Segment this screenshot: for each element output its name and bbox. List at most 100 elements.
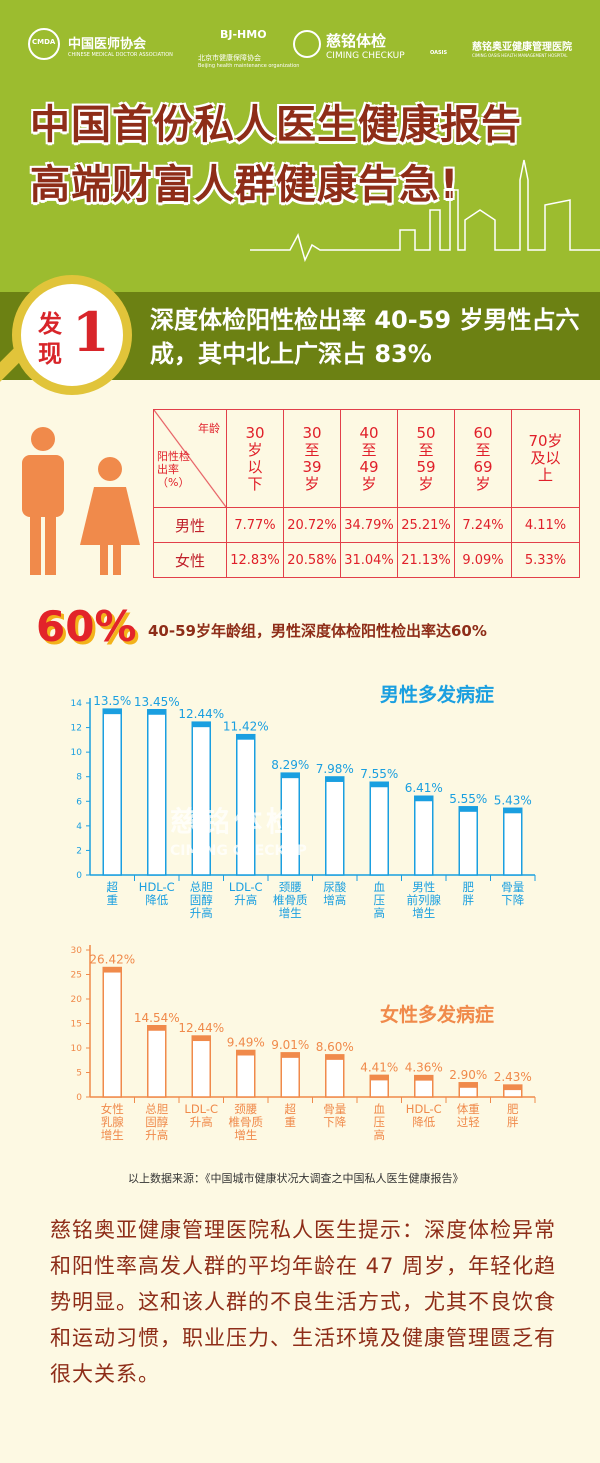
data-label: 9.01%: [271, 1038, 309, 1052]
bjhmo-logo: BJ-HMO 北京市健康保障协会 Beijing health maintenanc…: [198, 28, 300, 69]
bar: [102, 708, 122, 876]
male-bar-chart: 0 2 4 6 8 10 12 14 13.5% 超重 13.45% HDL-C降低 12.44% 总胆固…: [71, 694, 536, 920]
row-label: 女性: [153, 542, 227, 578]
category-label: 尿酸: [323, 880, 346, 894]
table-cell: 7.24%: [454, 507, 512, 543]
category-label: 总胆: [190, 880, 213, 894]
bar: [325, 1054, 345, 1098]
category-label: 固醇: [190, 893, 213, 907]
data-label: 2.43%: [494, 1070, 532, 1084]
category-label: 血: [374, 1102, 386, 1116]
positive-rate-table: 年龄 阳性检出率（%） 30岁以下 30至39岁 40至49岁 50至59岁 60至69…: [153, 409, 580, 578]
bar: [236, 1049, 256, 1098]
bar: [325, 776, 345, 876]
category-label: 血: [374, 880, 386, 894]
bar: [102, 966, 122, 1098]
category-label: 增高: [323, 893, 346, 907]
female-chart-title: 女性多发病症: [380, 1004, 495, 1026]
bar: [191, 721, 211, 876]
data-label: 5.55%: [449, 792, 487, 806]
y-tick-label: 8: [76, 773, 82, 783]
table-cell: 25.21%: [397, 507, 455, 543]
category-label: 颈腰: [234, 1102, 257, 1116]
data-label: 26.42%: [89, 953, 135, 967]
bar-cap: [325, 776, 344, 782]
y-tick-label: 10: [71, 748, 83, 758]
category-label: 椎骨质: [273, 893, 308, 907]
data-label: 12.44%: [178, 1021, 224, 1035]
column-header: 30岁以下: [226, 409, 284, 508]
category-label: 降低: [412, 1115, 435, 1129]
bar-cap: [192, 1036, 211, 1042]
table-cell: 34.79%: [340, 507, 398, 543]
table-cell: 20.58%: [283, 542, 341, 578]
bar-cap: [281, 1052, 300, 1058]
table-corner: 年龄 阳性检出率（%）: [154, 410, 226, 507]
category-label: 增生: [101, 1128, 124, 1142]
data-label: 6.41%: [405, 781, 443, 795]
category-label: 升高: [190, 1115, 213, 1129]
category-label: 胖: [463, 893, 475, 907]
category-label: 肥: [507, 1102, 519, 1116]
logo-row: CMDA 中国医师协会 CHINESE MEDICAL DOCTOR ASSOCI…: [0, 28, 600, 69]
cmda-logo: 中国医师协会 CHINESE MEDICAL DOCTOR ASSOCIATION: [68, 37, 173, 58]
female-bar-chart: 05101520253026.42%女性乳腺增生14.54%总胆固醇升高12.4…: [71, 945, 536, 1142]
category-label: 颈腰: [279, 880, 302, 894]
y-tick-label: 12: [71, 724, 82, 734]
table-cell: 4.11%: [511, 507, 580, 543]
bar: [369, 1074, 389, 1098]
category-label: 椎骨质: [229, 1115, 264, 1129]
category-label: 高: [374, 906, 386, 920]
category-label: 升高: [190, 906, 213, 920]
y-tick-label: 0: [76, 871, 82, 881]
cmda-badge: CMDA: [32, 38, 56, 46]
highlight-text: 40-59岁年龄组，男性深度体检阳性检出率达60%: [148, 622, 487, 640]
finding-number: 1: [72, 300, 110, 364]
bar-cap: [414, 1075, 433, 1081]
bar-cap: [281, 773, 300, 779]
category-label: 压: [374, 1115, 386, 1129]
bar-cap: [414, 796, 433, 802]
data-label: 14.54%: [134, 1011, 180, 1025]
bar: [191, 1035, 211, 1098]
corner-age-label: 年龄: [198, 422, 220, 435]
bar-cap: [503, 1085, 522, 1091]
bar: [147, 709, 167, 876]
people-icon: [22, 427, 140, 575]
bar-cap: [147, 1025, 166, 1031]
y-tick-label: 25: [71, 971, 82, 981]
category-label: 高: [374, 1128, 386, 1142]
bar: [414, 1074, 434, 1098]
column-header: 30至39岁: [283, 409, 341, 508]
category-label: 重: [107, 893, 119, 907]
data-label: 7.55%: [360, 767, 398, 781]
data-label: 5.43%: [494, 793, 532, 807]
category-label: 骨量: [323, 1102, 346, 1116]
bar-cap: [503, 808, 522, 814]
ciming-logo-icon: [293, 30, 321, 58]
table-cell: 5.33%: [511, 542, 580, 578]
data-label: 13.45%: [134, 695, 180, 709]
data-label: 4.41%: [360, 1060, 398, 1074]
cmda-logo-icon: [28, 28, 60, 60]
category-label: 肥: [463, 880, 475, 894]
oasis-logo-icon: OASIS: [430, 50, 448, 56]
category-label: 下降: [323, 1115, 346, 1129]
table-cell: 21.13%: [397, 542, 455, 578]
skyline-illustration: [250, 159, 600, 263]
data-label: 2.90%: [449, 1068, 487, 1082]
bar-cap: [370, 782, 389, 788]
bar: [280, 1052, 300, 1098]
y-tick-label: 2: [76, 846, 82, 856]
category-label: 降低: [145, 893, 168, 907]
watermark: 慈铭体检 CIMING CHECKUP: [170, 805, 307, 859]
data-label: 9.49%: [227, 1035, 265, 1049]
bar-cap: [325, 1054, 344, 1060]
table-cell: 31.04%: [340, 542, 398, 578]
bar-cap: [103, 967, 122, 973]
row-label: 男性: [153, 507, 227, 543]
category-label: 前列腺: [407, 893, 442, 907]
category-label: LDL-C: [229, 880, 263, 894]
category-label: 固醇: [145, 1115, 168, 1129]
category-label: 女性: [101, 1102, 124, 1116]
